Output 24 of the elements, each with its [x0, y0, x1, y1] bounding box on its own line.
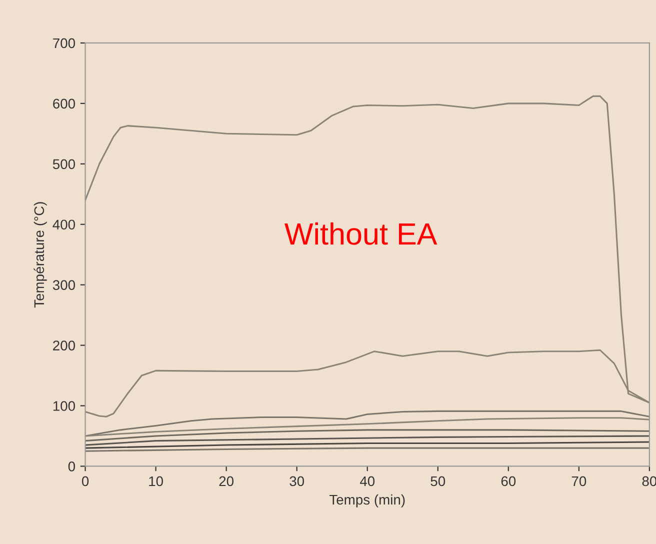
x-tick-label: 70	[572, 476, 586, 486]
y-axis-title: Température (°C)	[34, 202, 47, 308]
x-tick-label: 20	[219, 476, 234, 486]
line-series	[85, 441, 650, 449]
x-tick-label: 10	[149, 476, 163, 486]
line-series	[85, 429, 650, 442]
line-series	[85, 435, 650, 446]
x-axis-title: Temps (min)	[329, 494, 405, 508]
y-tick-label: 100	[53, 401, 76, 411]
x-tick-label: 40	[360, 476, 375, 486]
y-tick-label: 300	[52, 280, 76, 290]
x-tick-label: 50	[430, 476, 446, 486]
x-tick-label: 60	[501, 476, 516, 486]
y-tick-label: 700	[53, 38, 76, 48]
y-tick-label: 400	[52, 220, 76, 230]
y-tick-label: 500	[52, 159, 76, 170]
annotation: Without EA	[284, 222, 438, 245]
line-series	[85, 417, 650, 437]
x-tick-label: 0	[82, 476, 89, 486]
line-series	[85, 410, 650, 437]
x-tick-label: 30	[290, 476, 304, 486]
y-tick-label: 200	[53, 340, 76, 350]
y-tick-label: 0	[68, 462, 76, 472]
y-tick-label: 600	[53, 98, 76, 109]
